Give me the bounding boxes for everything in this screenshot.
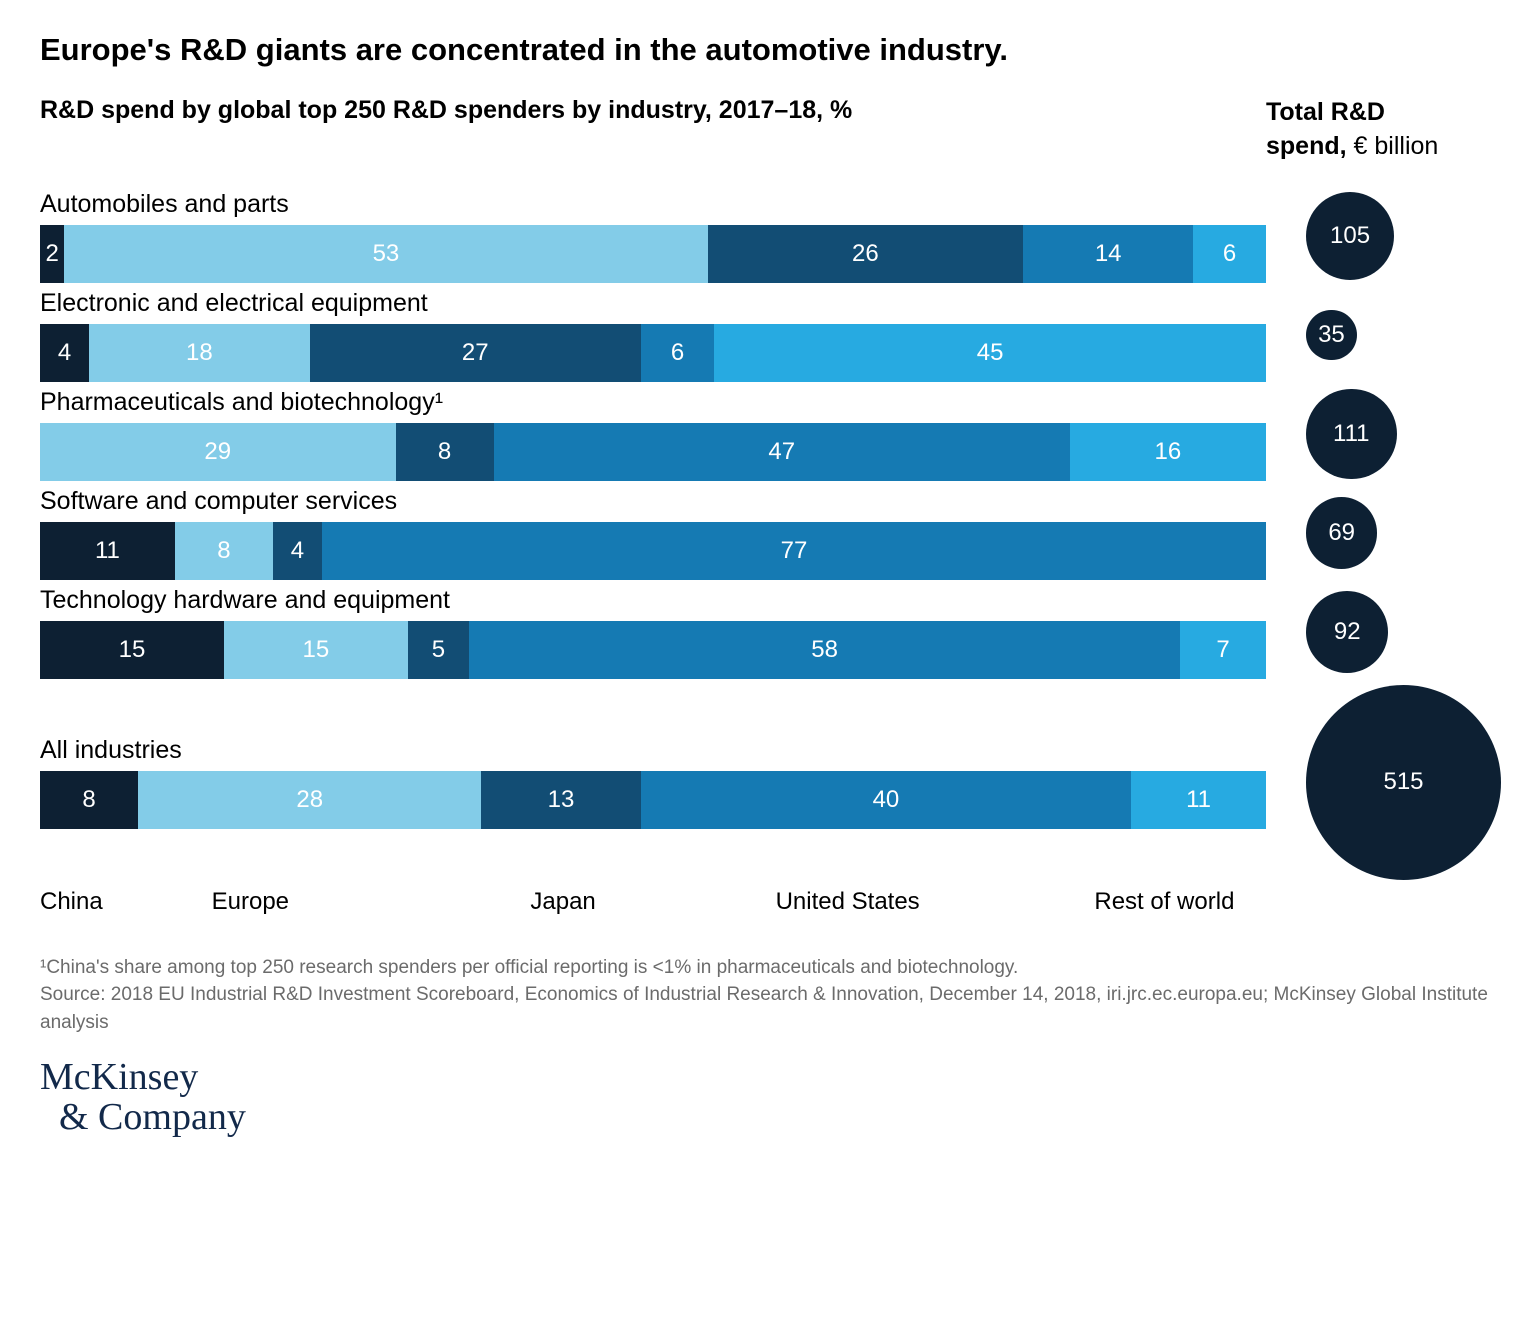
total-bubble: 105 xyxy=(1306,192,1394,280)
row-label: Automobiles and parts xyxy=(40,190,1266,219)
total-bubble: 111 xyxy=(1306,389,1397,480)
footnote-1: ¹China's share among top 250 research sp… xyxy=(40,954,1496,982)
total-bubble-cell: 515 xyxy=(1266,685,1496,880)
row-label: Electronic and electrical equipment xyxy=(40,289,1266,318)
bar-segment-europe: 8 xyxy=(175,522,273,580)
total-bubble-cell: 35 xyxy=(1266,310,1496,361)
bar-segment-japan: 26 xyxy=(708,225,1024,283)
chart-row: Electronic and electrical equipment 41827… xyxy=(40,289,1496,382)
bar-segment-row: 6 xyxy=(1193,225,1266,283)
bar-segment-japan: 27 xyxy=(310,324,641,382)
bar-segment-us: 58 xyxy=(469,621,1180,679)
legend-item-row: Rest of world xyxy=(1094,888,1234,916)
bar-segment-japan: 13 xyxy=(481,771,640,829)
total-bubble-cell: 69 xyxy=(1266,497,1496,568)
chart-row: Automobiles and parts 25326146 105 xyxy=(40,190,1496,283)
row-label: Technology hardware and equipment xyxy=(40,586,1266,615)
bar-segment-japan: 4 xyxy=(273,522,322,580)
stacked-bar: 41827645 xyxy=(40,324,1266,382)
bubble-column-header: Total R&D spend, € billion xyxy=(1266,96,1496,164)
mckinsey-logo: McKinsey & Company xyxy=(40,1058,1496,1138)
total-bubble: 92 xyxy=(1306,591,1388,673)
stacked-bar: 15155587 xyxy=(40,621,1266,679)
stacked-bar: 118477 xyxy=(40,522,1266,580)
bar-segment-us: 6 xyxy=(641,324,715,382)
chart-row: Software and computer services 118477 69 xyxy=(40,487,1496,580)
chart-title: Europe's R&D giants are concentrated in … xyxy=(40,32,1496,68)
bar-segment-china: 2 xyxy=(40,225,64,283)
bar-segment-china: 8 xyxy=(40,771,138,829)
bar-segment-china: 15 xyxy=(40,621,224,679)
bar-segment-japan: 5 xyxy=(408,621,469,679)
bar-segment-us: 40 xyxy=(641,771,1131,829)
total-bubble-cell: 111 xyxy=(1266,389,1496,480)
bar-segment-china: 11 xyxy=(40,522,175,580)
bar-segment-europe: 53 xyxy=(64,225,707,283)
bar-segment-europe: 15 xyxy=(224,621,408,679)
chart-row: Pharmaceuticals and biotechnology¹298471… xyxy=(40,388,1496,481)
legend-row: China Europe Japan United States Rest of wor… xyxy=(40,888,1496,924)
chart-subtitle: R&D spend by global top 250 R&D spenders… xyxy=(40,96,1266,125)
legend-item-japan: Japan xyxy=(530,888,595,916)
bar-segment-row: 16 xyxy=(1070,423,1266,481)
legend-item-china: China xyxy=(40,888,103,916)
bar-segment-row: 45 xyxy=(714,324,1266,382)
total-bubble: 69 xyxy=(1306,497,1377,568)
footnotes: ¹China's share among top 250 research sp… xyxy=(40,954,1496,1037)
bar-segment-us: 14 xyxy=(1023,225,1193,283)
chart-row: All industries 828134011515 xyxy=(40,685,1496,880)
stacked-bar: 25326146 xyxy=(40,225,1266,283)
footnote-source: Source: 2018 EU Industrial R&D Investmen… xyxy=(40,981,1496,1036)
legend-item-europe: Europe xyxy=(212,888,289,916)
chart-row: Technology hardware and equipment1515558… xyxy=(40,586,1496,679)
total-bubble: 515 xyxy=(1306,685,1501,880)
bar-segment-row: 7 xyxy=(1180,621,1266,679)
row-label: Software and computer services xyxy=(40,487,1266,516)
stacked-bar: 2984716 xyxy=(40,423,1266,481)
row-label: All industries xyxy=(40,736,1266,765)
bar-segment-us: 77 xyxy=(322,522,1266,580)
chart-area: Automobiles and parts25326146105Electron… xyxy=(40,190,1496,880)
bar-segment-europe: 18 xyxy=(89,324,310,382)
total-bubble-cell: 105 xyxy=(1266,192,1496,280)
legend-bar: China Europe Japan United States Rest of wor… xyxy=(40,888,1266,924)
total-bubble-cell: 92 xyxy=(1266,591,1496,673)
row-label: Pharmaceuticals and biotechnology¹ xyxy=(40,388,1266,417)
legend-item-us: United States xyxy=(776,888,920,916)
bar-segment-europe: 28 xyxy=(138,771,481,829)
header-row: R&D spend by global top 250 R&D spenders… xyxy=(40,96,1496,164)
total-bubble: 35 xyxy=(1306,310,1357,361)
bar-segment-row: 11 xyxy=(1131,771,1266,829)
bar-segment-japan: 8 xyxy=(396,423,494,481)
bar-segment-china: 4 xyxy=(40,324,89,382)
stacked-bar: 828134011 xyxy=(40,771,1266,829)
bar-segment-europe: 29 xyxy=(40,423,396,481)
bar-segment-us: 47 xyxy=(494,423,1070,481)
